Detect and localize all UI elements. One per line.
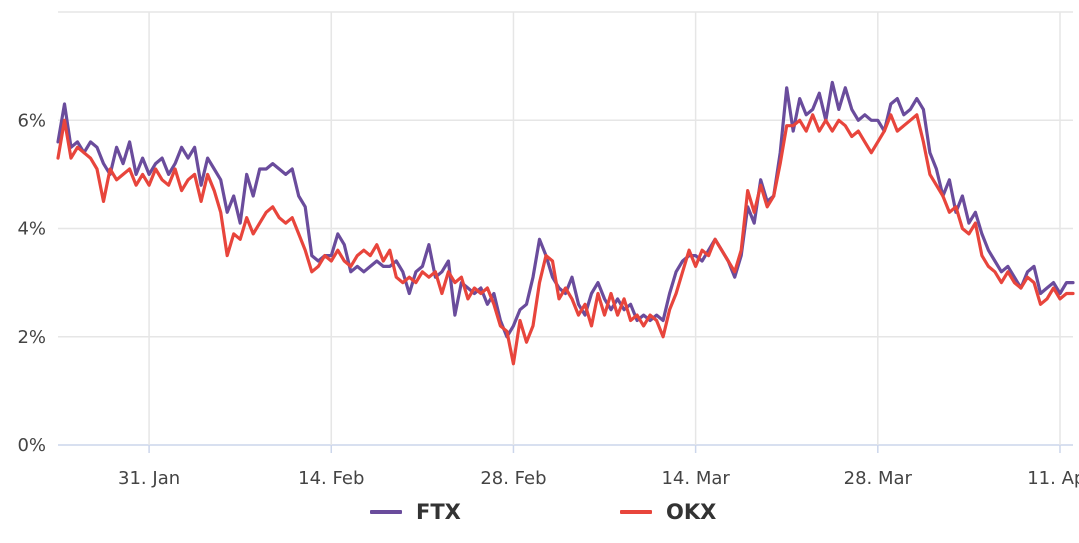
x-tick-label: 11. Apr <box>1027 468 1079 489</box>
series-lines <box>56 80 1075 366</box>
legend: FTX OKX <box>0 500 1079 540</box>
x-tick-label: 31. Jan <box>118 468 180 489</box>
axes: 0% 2% 4% 6% 31. Jan 14. Feb 28. Feb 14. Mar 28. … <box>17 110 1079 489</box>
series-line-okx[interactable] <box>56 113 1075 366</box>
legend-item-okx[interactable]: OKX <box>620 500 716 524</box>
legend-item-ftx[interactable]: FTX <box>370 500 461 524</box>
series-line-ftx[interactable] <box>56 80 1075 339</box>
x-tick-label: 28. Mar <box>844 468 913 489</box>
y-tick-label: 2% <box>17 327 46 348</box>
y-tick-label: 0% <box>17 435 46 456</box>
legend-swatch-okx <box>620 510 652 514</box>
x-tick-label: 28. Feb <box>480 468 546 489</box>
grid <box>58 11 1073 446</box>
y-tick-label: 4% <box>17 219 46 240</box>
legend-label-okx: OKX <box>666 500 717 524</box>
legend-label-ftx: FTX <box>416 500 461 524</box>
legend-swatch-ftx <box>370 510 402 514</box>
x-tick-label: 14. Mar <box>661 468 730 489</box>
y-tick-label: 6% <box>17 110 46 131</box>
x-tick-label: 14. Feb <box>298 468 364 489</box>
